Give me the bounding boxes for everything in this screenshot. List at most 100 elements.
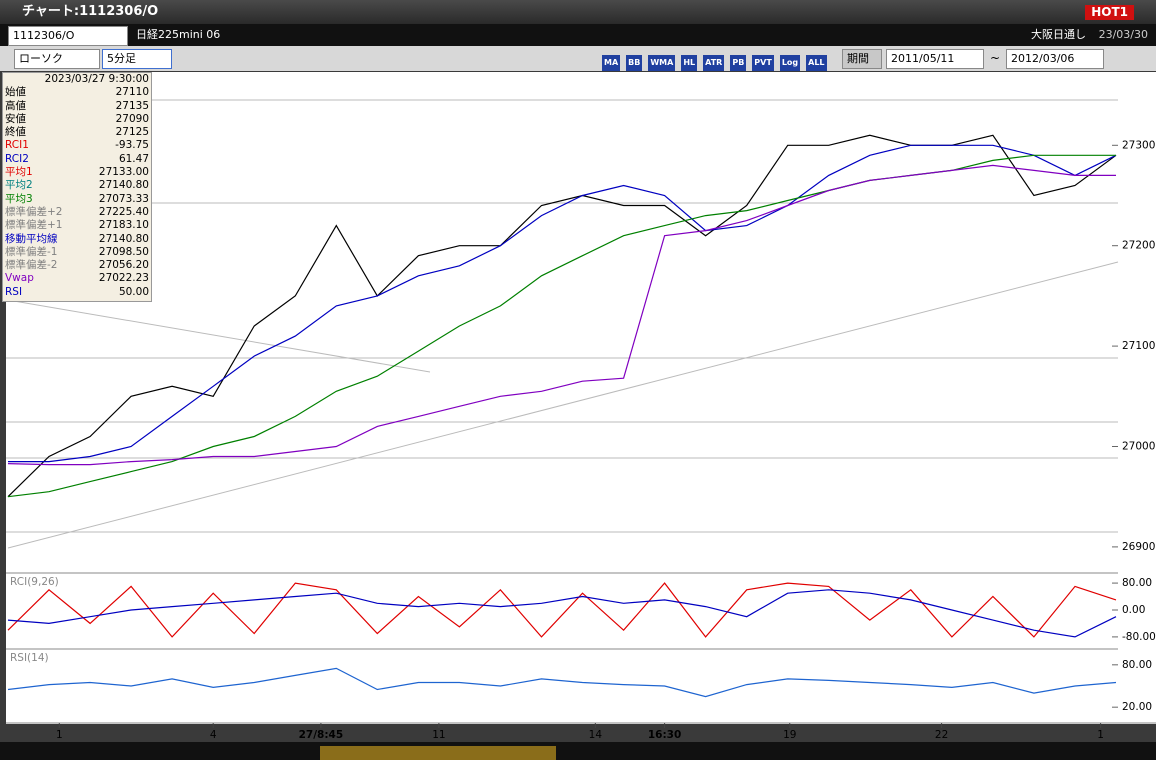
info-value: 61.47: [118, 152, 149, 165]
from-date[interactable]: 2011/05/11: [886, 49, 984, 69]
date: 23/03/30: [1098, 28, 1148, 41]
plot-bg: [6, 72, 1118, 724]
info-value: 27110: [115, 86, 149, 99]
window-title: チャート:1112306/O: [22, 4, 159, 19]
x-tick-label: 11: [432, 729, 445, 741]
x-tick-label: 16:30: [648, 729, 681, 741]
trend-line: [7, 299, 431, 373]
toolbar-button[interactable]: BB: [626, 55, 643, 71]
info-label: RCI2: [5, 152, 29, 165]
x-tick-label: 4: [210, 729, 217, 741]
info-row: 安値 27090: [3, 113, 151, 126]
info-row: 始値 27110: [3, 86, 151, 99]
info-value: 27056.20: [98, 259, 149, 272]
info-row: 標準偏差-1 27098.50: [3, 246, 151, 259]
x-tick-label: 14: [589, 729, 603, 741]
y-tick-label: 80.00: [1122, 659, 1152, 671]
y-tick-label: 27200: [1122, 240, 1155, 252]
y-tick-label: 20.00: [1122, 701, 1152, 713]
info-value: 27022.23: [98, 272, 149, 285]
toolbar-button[interactable]: PB: [730, 55, 747, 71]
y-tick-label: 27300: [1122, 139, 1155, 151]
toolbar-button[interactable]: Log: [779, 55, 801, 71]
info-value: 27140.80: [98, 179, 149, 192]
info-label: 標準偏差+2: [5, 205, 63, 218]
info-row: 標準偏差-2 27056.20: [3, 259, 151, 272]
x-tick-label: 22: [935, 729, 948, 741]
tab[interactable]: [320, 746, 556, 760]
info-label: 標準偏差-1: [5, 245, 58, 258]
info-row: 平均1 27133.00: [3, 166, 151, 179]
y-tick-label: 80.00: [1122, 577, 1152, 589]
info-value: -93.75: [115, 139, 149, 152]
info-value: 27135: [115, 99, 149, 112]
info-label: RCI1: [5, 139, 29, 152]
x-tick-label: 27/8:45: [299, 729, 344, 741]
info-value: 27125: [115, 126, 149, 139]
info-label: 始値: [5, 86, 26, 99]
x-tick-label: 1: [1097, 729, 1104, 741]
info-label: 安値: [5, 112, 26, 125]
toolbar-button[interactable]: HL: [681, 55, 698, 71]
session: 大阪日通し: [1031, 28, 1086, 41]
info-value: 27225.40: [98, 205, 149, 218]
series-line: [8, 144, 1117, 463]
y-tick-label: 26900: [1122, 541, 1155, 553]
toolbar-button[interactable]: MA: [602, 55, 621, 71]
info-row: 標準偏差+2 27225.40: [3, 206, 151, 219]
info-row: RSI 50.00: [3, 286, 151, 299]
toolbar-button[interactable]: PVT: [752, 55, 774, 71]
indicator-buttons: MA BB WMA HL ATR PB PVT Log ALL: [602, 50, 833, 71]
x-tick-label: 1: [56, 729, 63, 741]
info-value: 27183.10: [98, 219, 149, 232]
toolbar: ローソク 5分足 MA BB WMA HL ATR PB PVT Log ALL 期間 2011…: [0, 46, 1156, 71]
info-row: 標準偏差+1 27183.10: [3, 219, 151, 232]
panel-title: RSI(14): [10, 652, 49, 664]
x-tick-label: 19: [783, 729, 796, 741]
series-line: [7, 667, 1117, 698]
status-bar: [0, 742, 1156, 760]
info-row: 高値 27135: [3, 100, 151, 113]
period-button[interactable]: 期間: [842, 49, 882, 69]
info-row: 平均2 27140.80: [3, 179, 151, 192]
title-bar: チャート:1112306/O HOT1: [0, 0, 1156, 24]
info-row: 平均3 27073.33: [3, 193, 151, 206]
info-value: 27098.50: [98, 245, 149, 258]
y-tick-label: 0.00: [1122, 604, 1145, 616]
info-label: 高値: [5, 99, 26, 112]
series-line: [7, 582, 1117, 638]
info-value: 50.00: [118, 285, 149, 298]
symbol-field[interactable]: 1112306/O: [8, 26, 128, 46]
toolbar-button[interactable]: ALL: [806, 55, 827, 71]
info-value: 27090: [115, 112, 149, 125]
info-value: 27133.00: [98, 166, 149, 179]
info-label: 平均2: [5, 179, 33, 192]
info-panel: 2023/03/27 9:30:00 始値 27110 高値 27135 安値 27090 終…: [2, 72, 152, 302]
info-row: RCI1 -93.75: [3, 139, 151, 152]
interval-select[interactable]: 5分足: [102, 49, 172, 69]
separator: ~: [990, 51, 1001, 65]
trend-line: [7, 261, 1119, 549]
info-row: 終値 27125: [3, 126, 151, 139]
y-tick-label: 27100: [1122, 340, 1155, 352]
y-tick-label: 27000: [1122, 440, 1155, 452]
axis-bg: [1118, 72, 1156, 724]
symbol-name: 日経225mini 06: [136, 28, 221, 41]
to-date[interactable]: 2012/03/06: [1006, 49, 1104, 69]
series-line: [7, 164, 1116, 466]
info-label: 標準偏差+1: [5, 219, 63, 232]
info-row: Vwap 27022.23: [3, 272, 151, 285]
hot-badge[interactable]: HOT1: [1085, 5, 1134, 20]
toolbar-button[interactable]: ATR: [703, 55, 725, 71]
info-label: 平均1: [5, 166, 33, 179]
header-bar: 1112306/O 日経225mini 06 大阪日通し 23/03/30: [0, 24, 1156, 46]
info-value: 27140.80: [98, 232, 149, 245]
chart-type-select[interactable]: ローソク: [14, 49, 100, 69]
toolbar-button[interactable]: WMA: [648, 55, 676, 71]
info-label: Vwap: [5, 272, 34, 285]
y-tick-label: -80.00: [1122, 631, 1156, 643]
series-line: [7, 589, 1117, 638]
info-label: 標準偏差-2: [5, 259, 58, 272]
